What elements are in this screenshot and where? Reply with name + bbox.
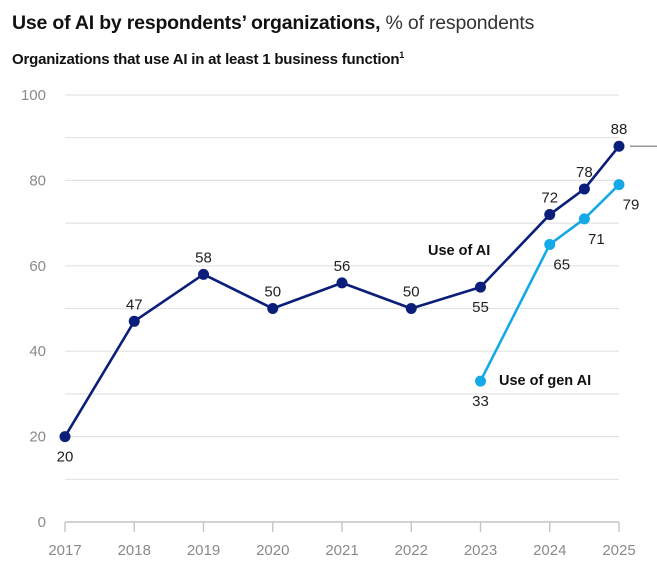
y-tick-label: 60 (29, 258, 46, 275)
chart-title: Use of AI by respondents’ organizations,… (12, 12, 534, 35)
chart-title-unit: % of respondents (380, 12, 535, 34)
y-tick-label: 0 (38, 514, 46, 531)
y-tick-label: 100 (21, 87, 46, 104)
use-of-ai-point (59, 431, 71, 443)
x-tick-label: 2024 (533, 542, 566, 559)
data-label: 58 (195, 249, 212, 266)
x-tick-label: 2017 (48, 542, 81, 559)
y-axis: 0 20 40 60 80 100 (21, 87, 46, 531)
use-of-gen-ai-line (479, 183, 620, 382)
data-label: 65 (553, 256, 570, 273)
y-tick-label: 20 (29, 429, 46, 446)
use-of-gen-ai-point (544, 238, 556, 250)
series-label-use-of-gen-ai: Use of gen AI (499, 373, 591, 389)
data-label: 72 (541, 190, 558, 207)
y-tick-label: 40 (29, 343, 46, 360)
chart-subtitle: Organizations that use AI in at least 1 … (12, 50, 404, 68)
data-label: 33 (472, 393, 489, 410)
use-of-gen-ai-point (475, 375, 486, 387)
use-of-ai-point (544, 209, 556, 221)
data-label: 79 (623, 197, 640, 214)
data-label: 55 (472, 299, 489, 316)
series-group (59, 140, 625, 443)
use-of-gen-ai-point (578, 213, 590, 225)
chart-subtitle-text: Organizations that use AI in at least 1 … (12, 51, 400, 68)
data-label: 50 (264, 284, 281, 301)
use-of-ai-point (475, 281, 486, 293)
data-label: 78 (576, 164, 593, 181)
gridlines (65, 94, 619, 480)
x-tick-label: 2022 (395, 542, 428, 559)
use-of-ai-point (405, 303, 417, 314)
use-of-ai-point (578, 183, 590, 195)
x-tick-label: 2020 (256, 542, 289, 559)
use-of-ai-point (613, 140, 625, 152)
data-labels: 20 47 58 50 56 50 55 72 78 88 33 65 71 79 Use of AI Use… (57, 121, 657, 466)
x-tick-label: 2021 (325, 542, 358, 559)
data-label: 56 (334, 258, 351, 275)
data-label: 88 (611, 121, 628, 138)
x-tick-label: 2025 (602, 542, 635, 559)
use-of-ai-point (267, 303, 279, 314)
data-label: 71 (588, 231, 605, 248)
series-label-use-of-ai: Use of AI (428, 243, 490, 259)
x-axis: 2017 2018 2019 2020 2021 2022 2023 2024 2025 (48, 521, 636, 559)
use-of-ai-line (63, 145, 621, 438)
x-tick-label: 2019 (187, 542, 220, 559)
x-tick-label: 2018 (118, 542, 151, 559)
use-of-ai-point (198, 268, 209, 280)
data-label: 20 (57, 449, 74, 466)
use-of-gen-ai-point (613, 179, 625, 191)
use-of-ai-point (336, 277, 348, 289)
chart-title-main: Use of AI by respondents’ organizations, (12, 12, 381, 34)
footnote-marker: 1 (399, 50, 405, 60)
y-tick-label: 80 (29, 172, 46, 189)
data-label: 47 (126, 296, 143, 313)
use-of-ai-point (128, 315, 140, 327)
data-label: 50 (403, 284, 420, 301)
x-tick-label: 2023 (464, 542, 497, 559)
